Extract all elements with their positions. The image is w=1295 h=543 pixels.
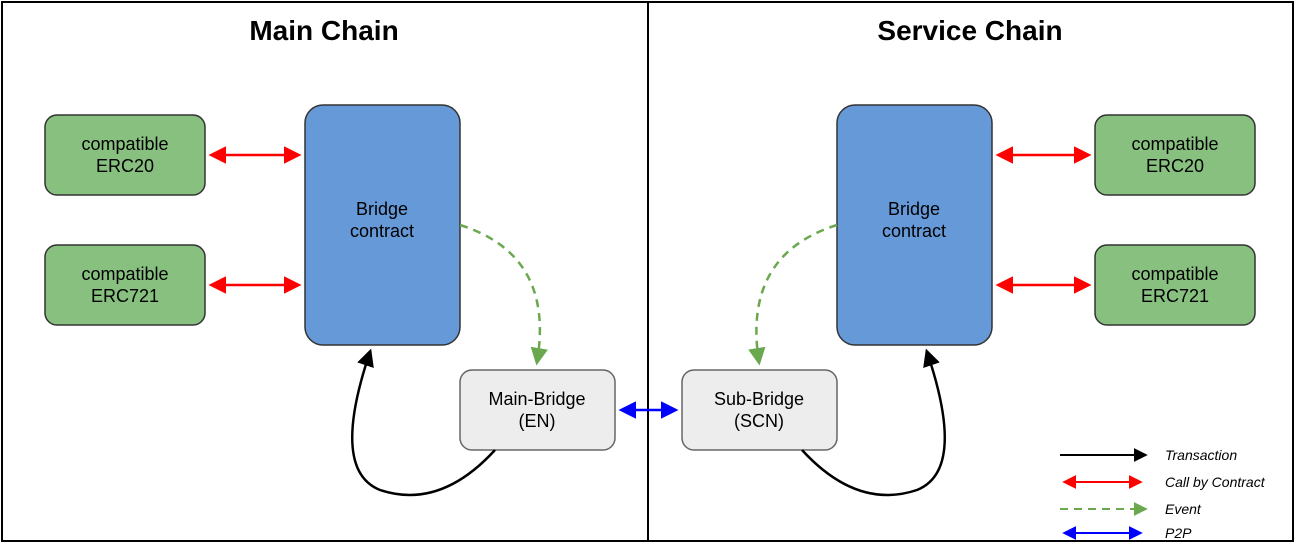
bridge-contract-right-label2: contract	[882, 221, 946, 241]
erc721-left-label2: ERC721	[91, 286, 159, 306]
architecture-diagram: Main Chain Service Chain compatible ERC2…	[0, 0, 1295, 543]
bridge-contract-left-label1: Bridge	[356, 199, 408, 219]
node-main-bridge	[460, 370, 615, 450]
main-bridge-label1: Main-Bridge	[488, 389, 585, 409]
legend-p2p-label: P2P	[1165, 525, 1192, 541]
erc20-right-label2: ERC20	[1146, 156, 1204, 176]
main-chain-title: Main Chain	[249, 15, 398, 46]
node-erc721-left	[45, 245, 205, 325]
bridge-contract-left-label2: contract	[350, 221, 414, 241]
legend-event-label: Event	[1165, 501, 1202, 517]
sub-bridge-label1: Sub-Bridge	[714, 389, 804, 409]
erc20-left-label2: ERC20	[96, 156, 154, 176]
node-erc20-left	[45, 115, 205, 195]
service-chain-title: Service Chain	[877, 15, 1062, 46]
legend-call-label: Call by Contract	[1165, 474, 1266, 490]
sub-bridge-label2: (SCN)	[734, 411, 784, 431]
main-bridge-label2: (EN)	[519, 411, 556, 431]
erc20-right-label1: compatible	[1131, 134, 1218, 154]
legend-transaction-label: Transaction	[1165, 447, 1237, 463]
node-erc20-right	[1095, 115, 1255, 195]
erc20-left-label1: compatible	[81, 134, 168, 154]
erc721-left-label1: compatible	[81, 264, 168, 284]
node-sub-bridge	[682, 370, 837, 450]
erc721-right-label1: compatible	[1131, 264, 1218, 284]
node-erc721-right	[1095, 245, 1255, 325]
bridge-contract-right-label1: Bridge	[888, 199, 940, 219]
erc721-right-label2: ERC721	[1141, 286, 1209, 306]
